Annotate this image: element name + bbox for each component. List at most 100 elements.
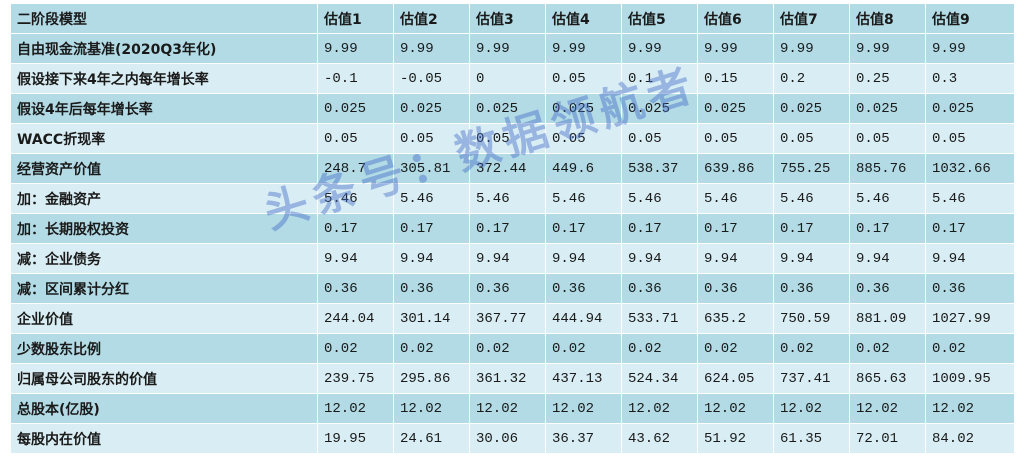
- row-label: 假设4年后每年增长率: [10, 93, 318, 124]
- cell: 估值3: [469, 3, 546, 34]
- cell: 9.94: [925, 243, 1015, 274]
- cell: 0.36: [545, 273, 622, 304]
- cell: 51.92: [697, 423, 774, 454]
- table-row: WACC折现率 0.05 0.05 0.05 0.05 0.05 0.05 0.05 0.05 0…: [10, 123, 1015, 154]
- cell: 0.36: [469, 273, 546, 304]
- table-row: 加：长期股权投资 0.17 0.17 0.17 0.17 0.17 0.17 0.17 0.17…: [10, 213, 1015, 244]
- cell: 0: [469, 63, 546, 94]
- cell: 9.99: [773, 33, 850, 64]
- cell: 885.76: [849, 153, 926, 184]
- cell: 0.02: [393, 333, 470, 364]
- cell: 估值8: [849, 3, 926, 34]
- cell: 367.77: [469, 303, 546, 334]
- cell: 9.94: [621, 243, 698, 274]
- cell: 301.14: [393, 303, 470, 334]
- row-label: 加：金融资产: [10, 183, 318, 214]
- cell: 估值5: [621, 3, 698, 34]
- cell: 9.99: [545, 33, 622, 64]
- cell: 0.2: [773, 63, 850, 94]
- cell: 5.46: [317, 183, 394, 214]
- row-label: 少数股东比例: [10, 333, 318, 364]
- cell: 295.86: [393, 363, 470, 394]
- table-row: 减：区间累计分红 0.36 0.36 0.36 0.36 0.36 0.36 0.36 0.36…: [10, 273, 1015, 304]
- cell: 444.94: [545, 303, 622, 334]
- cell: 12.02: [469, 393, 546, 424]
- cell: 9.94: [393, 243, 470, 274]
- row-label: 减：企业债务: [10, 243, 318, 274]
- cell: 1027.99: [925, 303, 1015, 334]
- cell: 9.94: [469, 243, 546, 274]
- cell: 9.94: [697, 243, 774, 274]
- cell: 0.05: [469, 123, 546, 154]
- cell: 0.17: [621, 213, 698, 244]
- row-label: 归属母公司股东的价值: [10, 363, 318, 394]
- cell: 0.025: [697, 93, 774, 124]
- cell: 639.86: [697, 153, 774, 184]
- cell: 372.44: [469, 153, 546, 184]
- cell: 0.17: [849, 213, 926, 244]
- cell: 0.25: [849, 63, 926, 94]
- table-row: 自由现金流基准(2020Q3年化) 9.99 9.99 9.99 9.99 9.99 9.9…: [10, 33, 1015, 64]
- cell: 5.46: [393, 183, 470, 214]
- cell: 0.36: [849, 273, 926, 304]
- cell: 9.99: [393, 33, 470, 64]
- cell: 5.46: [925, 183, 1015, 214]
- table-row: 每股内在价值 19.95 24.61 30.06 36.37 43.62 51.92 61.3…: [10, 423, 1015, 454]
- cell: 0.05: [925, 123, 1015, 154]
- cell: 1009.95: [925, 363, 1015, 394]
- row-label: 自由现金流基准(2020Q3年化): [10, 33, 318, 64]
- cell: 84.02: [925, 423, 1015, 454]
- row-label: 每股内在价值: [10, 423, 318, 454]
- cell: -0.05: [393, 63, 470, 94]
- cell: 估值6: [697, 3, 774, 34]
- cell: 12.02: [317, 393, 394, 424]
- cell: 239.75: [317, 363, 394, 394]
- cell: 24.61: [393, 423, 470, 454]
- row-label: 假设接下来4年之内每年增长率: [10, 63, 318, 94]
- cell: 5.46: [849, 183, 926, 214]
- cell: 0.3: [925, 63, 1015, 94]
- cell: 737.41: [773, 363, 850, 394]
- table-row: 假设接下来4年之内每年增长率 -0.1 -0.05 0 0.05 0.1 0.15 0.2 0.…: [10, 63, 1015, 94]
- cell: 533.71: [621, 303, 698, 334]
- cell: 0.02: [925, 333, 1015, 364]
- cell: 0.1: [621, 63, 698, 94]
- row-label: 二阶段模型: [10, 3, 318, 34]
- cell: 5.46: [621, 183, 698, 214]
- cell: 0.17: [393, 213, 470, 244]
- cell: 0.05: [545, 123, 622, 154]
- cell: 635.2: [697, 303, 774, 334]
- cell: 0.025: [393, 93, 470, 124]
- cell: 估值7: [773, 3, 850, 34]
- cell: 19.95: [317, 423, 394, 454]
- cell: 0.02: [469, 333, 546, 364]
- cell: 9.94: [317, 243, 394, 274]
- cell: 0.36: [393, 273, 470, 304]
- cell: 0.17: [317, 213, 394, 244]
- valuation-table: 二阶段模型 估值1 估值2 估值3 估值4 估值5 估值6 估值7 估值8 估值9 自由现金流基准(…: [10, 3, 1015, 454]
- cell: 9.94: [545, 243, 622, 274]
- cell: 0.02: [849, 333, 926, 364]
- cell: 0.17: [925, 213, 1015, 244]
- cell: 361.32: [469, 363, 546, 394]
- cell: 估值2: [393, 3, 470, 34]
- cell: 0.025: [925, 93, 1015, 124]
- cell: 5.46: [697, 183, 774, 214]
- table-row: 企业价值 244.04 301.14 367.77 444.94 533.71 635.2 7…: [10, 303, 1015, 334]
- cell: 0.025: [545, 93, 622, 124]
- cell: 0.05: [393, 123, 470, 154]
- cell: 0.02: [545, 333, 622, 364]
- cell: 0.025: [849, 93, 926, 124]
- cell: 538.37: [621, 153, 698, 184]
- cell: 12.02: [545, 393, 622, 424]
- cell: 0.02: [697, 333, 774, 364]
- cell: 12.02: [849, 393, 926, 424]
- cell: 9.99: [621, 33, 698, 64]
- cell: 12.02: [925, 393, 1015, 424]
- cell: 750.59: [773, 303, 850, 334]
- cell: 12.02: [393, 393, 470, 424]
- table-row: 归属母公司股东的价值 239.75 295.86 361.32 437.13 524.34…: [10, 363, 1015, 394]
- cell: 5.46: [469, 183, 546, 214]
- cell: 估值1: [317, 3, 394, 34]
